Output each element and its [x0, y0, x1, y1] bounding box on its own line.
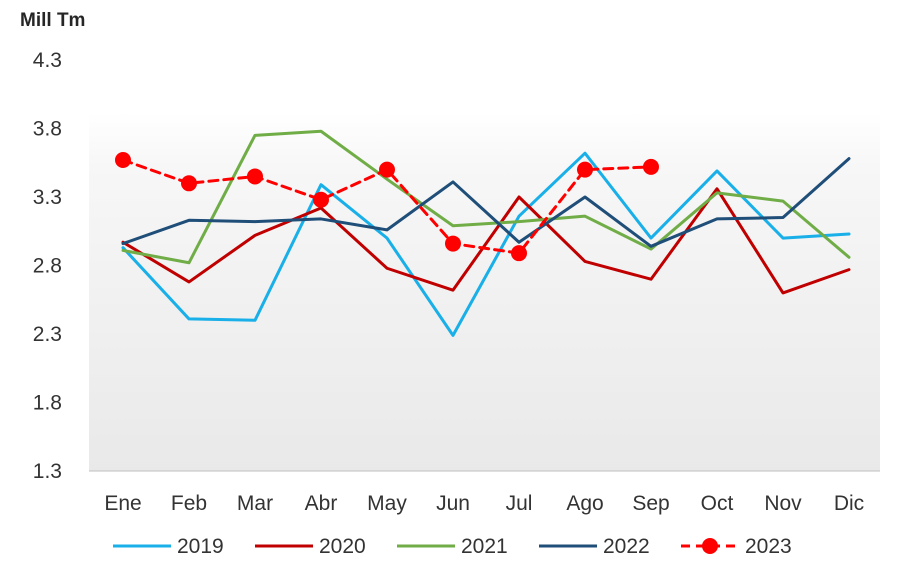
x-tick-label: Jun: [436, 492, 470, 515]
series-line-2020: [121, 187, 851, 295]
series-line-2022: [121, 157, 851, 248]
x-tick-label: Abr: [305, 492, 338, 515]
y-tick-label: 1.3: [33, 460, 62, 483]
plot-background: [89, 112, 880, 471]
x-tick-label: Jul: [506, 492, 533, 515]
x-tick-label: Nov: [764, 492, 802, 515]
y-tick-label: 4.3: [33, 49, 62, 72]
legend-item-2021: 2021: [397, 535, 508, 558]
x-tick-label: Ago: [566, 492, 603, 515]
series-line-2019: [121, 151, 851, 337]
x-tick-label: Oct: [701, 492, 734, 515]
data-point-2023: [379, 161, 395, 178]
y-tick-label: 2.3: [33, 323, 62, 346]
data-point-2023: [247, 168, 263, 185]
series-2023: [115, 152, 659, 262]
legend-item-2022: 2022: [539, 535, 650, 558]
legend-label: 2023: [745, 535, 792, 558]
x-tick-label: May: [367, 492, 407, 515]
x-tick-label: Sep: [632, 492, 669, 515]
series-layer: [115, 129, 851, 337]
data-point-2023: [181, 175, 197, 192]
legend: 2019 2020 2021 2022 2023: [113, 535, 792, 558]
series-2022: [121, 157, 851, 248]
x-tick-label: Mar: [237, 492, 273, 515]
legend-label: 2022: [603, 535, 650, 558]
y-tick-label: 1.8: [33, 392, 62, 415]
x-tick-label: Feb: [171, 492, 207, 515]
x-tick-label: Dic: [834, 492, 864, 515]
legend-label: 2020: [319, 535, 366, 558]
series-line-2021: [121, 129, 851, 265]
legend-marker: [702, 538, 718, 554]
series-2020: [121, 187, 851, 295]
y-tick-labels: 4.3 3.8 3.3 2.8 2.3 1.8 1.3: [33, 49, 62, 483]
y-tick-label: 3.8: [33, 118, 62, 141]
x-tick-label: Ene: [104, 492, 141, 515]
data-point-2023: [577, 161, 593, 178]
data-point-2023: [643, 158, 659, 175]
data-point-2023: [445, 235, 461, 252]
x-tick-labels: Ene Feb Mar Abr May Jun Jul Ago Sep Oct Nov Dic: [104, 492, 864, 515]
y-axis-unit-label: Mill Tm: [20, 10, 85, 31]
legend-item-2019: 2019: [113, 535, 224, 558]
legend-label: 2019: [177, 535, 224, 558]
legend-item-2020: 2020: [255, 535, 366, 558]
data-point-2023: [313, 191, 329, 208]
legend-item-2023: 2023: [681, 535, 792, 558]
series-2019: [121, 151, 851, 337]
y-tick-label: 3.3: [33, 186, 62, 209]
data-point-2023: [115, 152, 131, 169]
data-point-2023: [511, 245, 527, 262]
y-tick-label: 2.8: [33, 255, 62, 278]
series-2021: [121, 129, 851, 265]
legend-label: 2021: [461, 535, 508, 558]
